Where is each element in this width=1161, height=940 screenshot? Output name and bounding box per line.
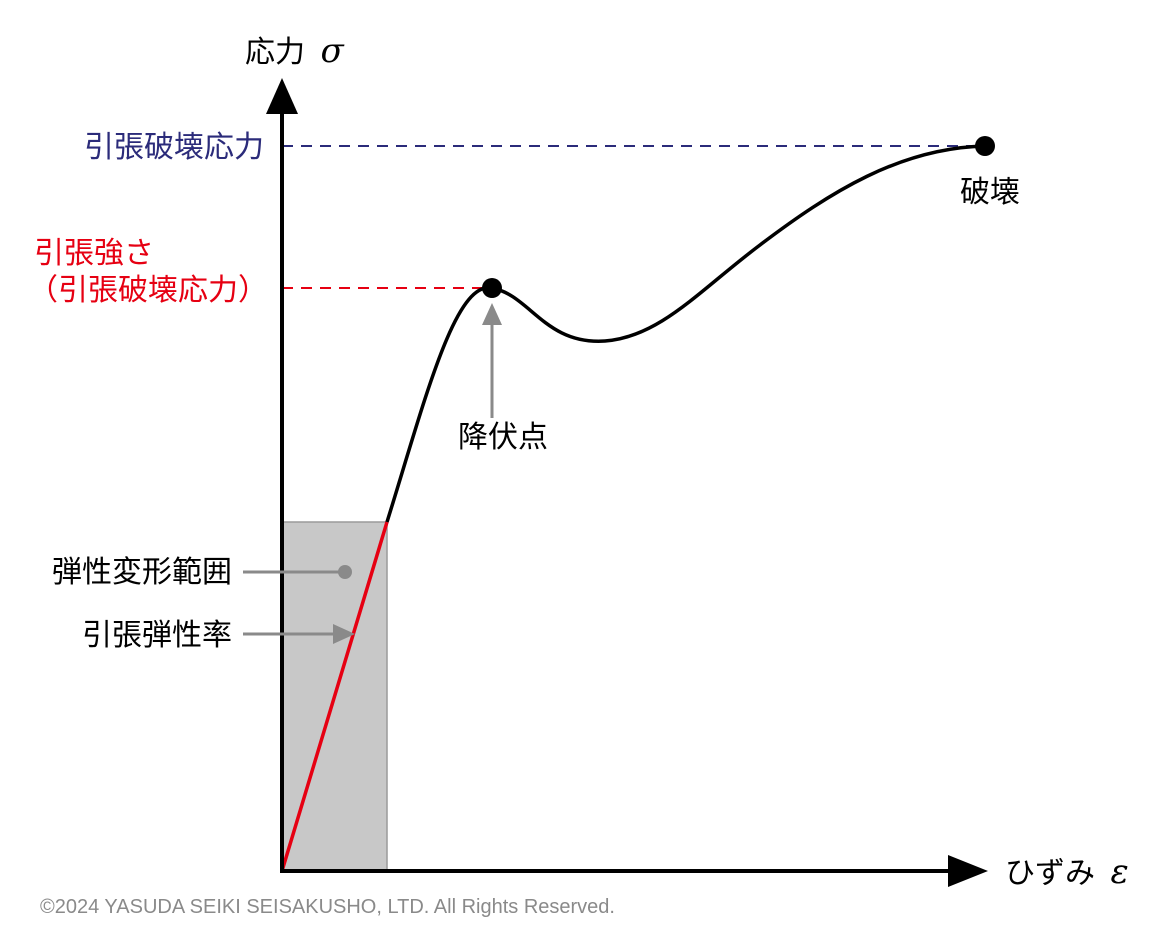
tensile-strength-sub-label: （引張破壊応力） — [28, 273, 268, 308]
elastic-range-pointer-dot — [338, 565, 352, 579]
y-axis-arrowhead — [266, 78, 298, 114]
modulus-pointer-arrowhead — [333, 624, 355, 644]
y-axis-symbol: σ — [321, 31, 345, 71]
break-label: 破壊 — [960, 175, 1020, 210]
tensile-modulus-label: 引張弾性率 — [82, 618, 232, 653]
y-axis-label: 応力 — [245, 35, 305, 70]
elastic-range-label: 弾性変形範囲 — [52, 555, 232, 590]
break-stress-label: 引張破壊応力 — [84, 130, 264, 165]
x-axis-symbol: ε — [1111, 852, 1129, 892]
x-axis-label: ひずみ — [1005, 856, 1095, 891]
yield-point-marker — [482, 278, 502, 298]
svg-text:ひずみ ε: ひずみ ε — [1005, 852, 1129, 892]
stress-strain-curve — [385, 144, 986, 523]
x-axis-arrowhead — [948, 855, 988, 887]
yield-point-label: 降伏点 — [458, 420, 548, 455]
copyright-notice: ©2024 YASUDA SEIKI SEISAKUSHO, LTD. All … — [40, 896, 615, 918]
svg-text:応力 σ: 応力 σ — [245, 31, 345, 71]
tensile-modulus-line — [280, 521, 389, 872]
break-point-marker — [975, 136, 995, 156]
tensile-strength-label: 引張強さ — [34, 236, 154, 271]
yield-pointer-arrowhead — [482, 303, 502, 325]
